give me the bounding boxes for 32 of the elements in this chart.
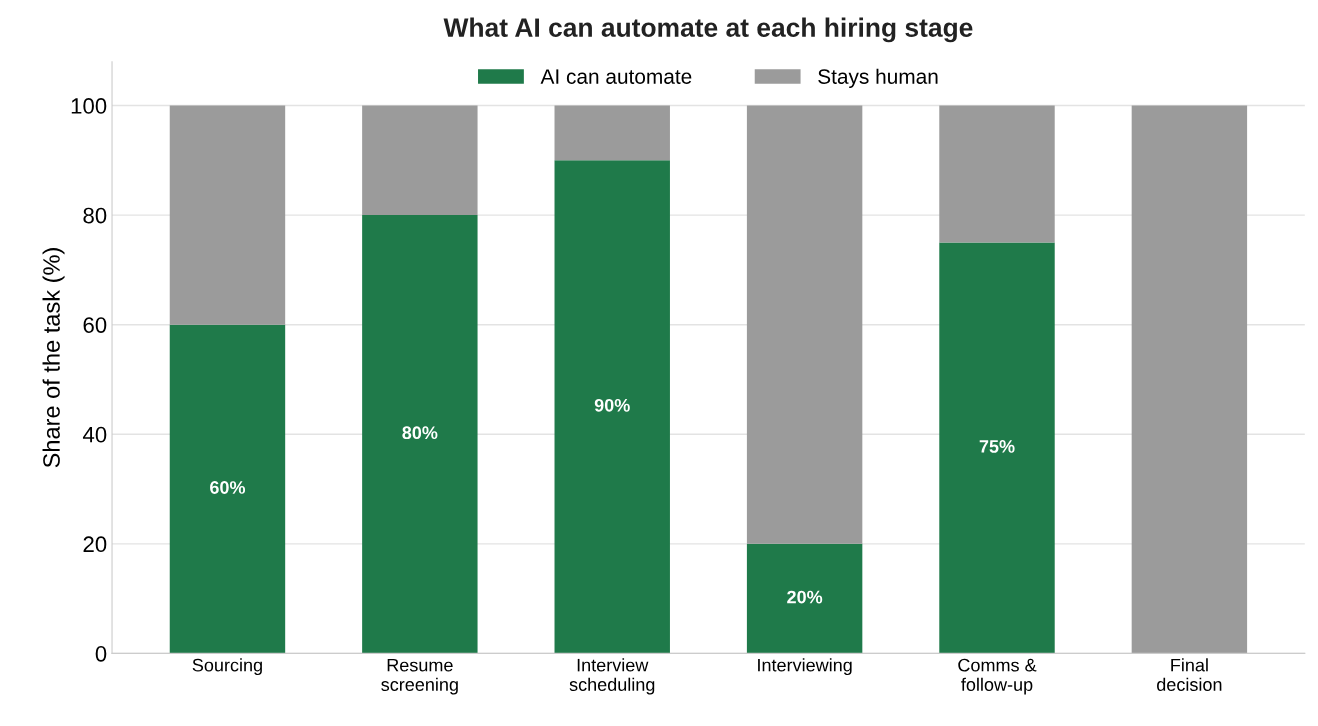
data-label: 20%: [787, 590, 823, 604]
y-tick-label: 100: [71, 98, 107, 114]
y-tick-label: 60: [83, 317, 107, 333]
bar: [939, 242, 1055, 654]
x-tick-label: Comms & follow-up: [958, 658, 1037, 695]
bar: [1131, 105, 1248, 654]
y-tick-label: 20: [83, 536, 107, 553]
bar: [169, 105, 286, 325]
bar: [554, 105, 670, 161]
legend-label: Stays human: [818, 68, 938, 89]
bar: [939, 105, 1055, 243]
bar: [169, 324, 286, 654]
bar: [746, 105, 863, 544]
bar: [554, 160, 670, 654]
y-tick-label: 80: [83, 207, 107, 224]
x-tick-label: Interviewing: [758, 658, 852, 676]
y-tick-label: 40: [82, 426, 107, 443]
x-tick-label: Sourcing: [192, 658, 262, 676]
data-label: 80%: [402, 426, 438, 440]
y-axis-title: Share of the task (%): [42, 248, 65, 468]
legend-label: AI can automate: [540, 69, 692, 84]
x-tick-label: Final decision: [1157, 658, 1222, 691]
x-tick-label: Interview scheduling: [569, 658, 655, 695]
x-tick-label: Resume screening: [381, 658, 458, 695]
data-label: 75%: [979, 440, 1015, 453]
data-label: 60%: [210, 481, 246, 494]
y-tick-label: 0: [95, 645, 107, 662]
data-label: 90%: [594, 398, 630, 412]
bar: [362, 105, 478, 216]
bar: [746, 543, 863, 654]
chart-title: What AI can automate at each hiring stage: [443, 17, 973, 43]
bar: [362, 215, 478, 654]
